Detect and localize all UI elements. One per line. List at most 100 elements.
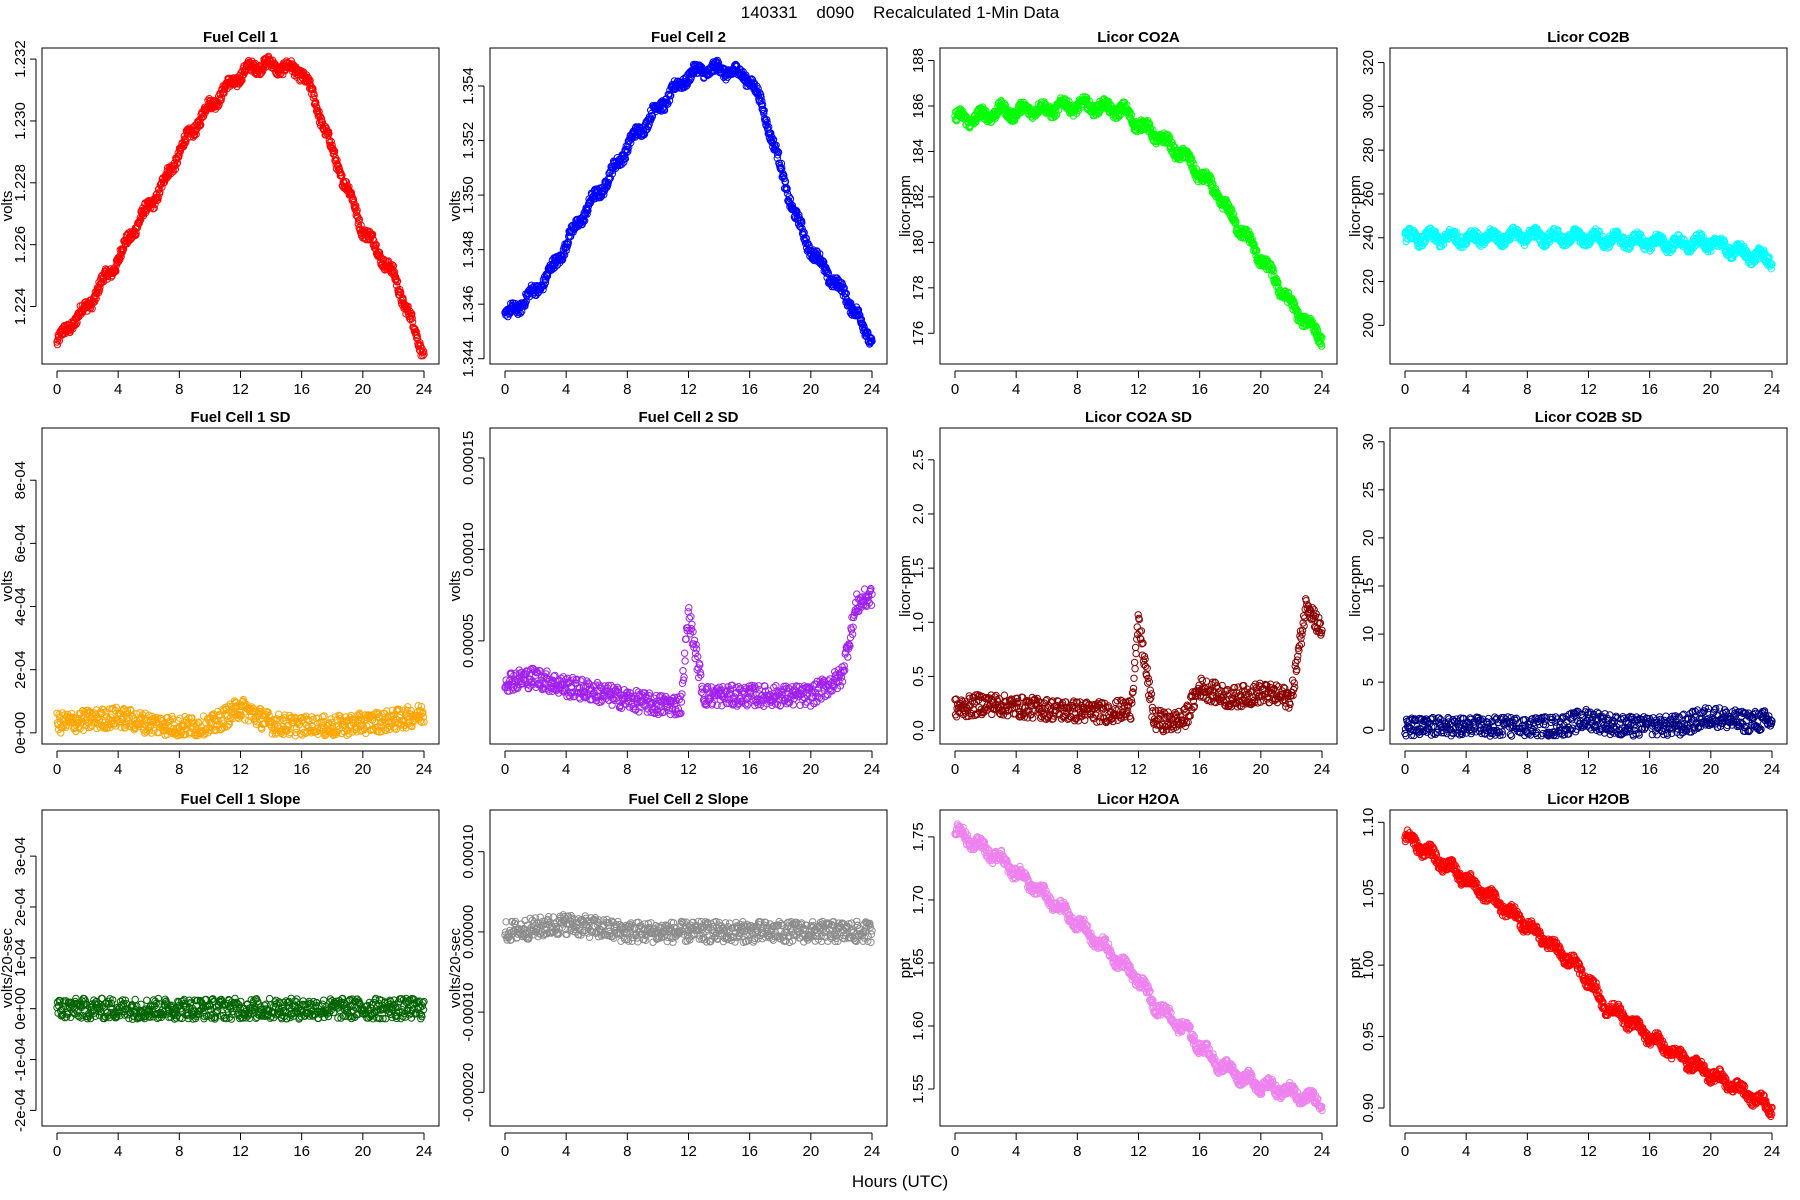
panel-3-x-tick-label: 4	[1012, 381, 1020, 398]
panel-2-point	[760, 106, 768, 115]
panel-1-title: Fuel Cell 1	[203, 29, 278, 46]
panel-3-y-tick-label: 182	[910, 184, 927, 209]
panel-2-point	[772, 141, 780, 150]
panel-1-point	[348, 191, 356, 199]
panel-2-point	[800, 228, 808, 237]
panels: Fuel Cell 1 volts 0 4 8 12 16 20 24 1.224 1.226 1.2…	[0, 29, 1788, 1160]
panel-1-point	[408, 310, 416, 318]
panel-2-point	[854, 306, 863, 314]
panel-1-point	[361, 235, 369, 243]
panel-2-y-tick-label: 1.346	[460, 285, 477, 323]
panel-2-point	[868, 337, 876, 345]
panel-6-x-tick-label: 20	[802, 761, 819, 778]
panel-6-point	[688, 620, 696, 628]
panel-1-point	[420, 350, 428, 358]
panel-2-y-tick-label: 1.352	[460, 122, 477, 160]
panel-2-point	[665, 97, 674, 105]
panel-2-point	[802, 235, 810, 243]
panel-6-point	[690, 636, 699, 644]
panel-4-y-tick-label: 300	[1360, 94, 1377, 119]
panel-2-y-axis-label: volts	[447, 191, 464, 222]
panel-2-point	[516, 309, 525, 317]
panel-1-point	[192, 130, 200, 138]
panel-1-x-tick-label: 12	[232, 381, 249, 398]
panel-2-frame	[489, 47, 888, 365]
panel-1-point	[393, 277, 402, 285]
figure-title: 140331 d090 Recalculated 1-Min Data	[741, 3, 1060, 22]
panel-2-point	[857, 315, 866, 324]
panel-2-y-tick-label: 1.354	[460, 67, 477, 105]
panel-2-point	[845, 301, 853, 309]
panel-2-point	[578, 220, 586, 229]
panel-2-x-tick-label: 20	[802, 381, 819, 398]
panel-2-point	[867, 334, 876, 343]
panel-3-x-tick-label: 12	[1130, 381, 1147, 398]
panel-3-x-tick-label: 24	[1314, 381, 1331, 398]
panel-1-point	[312, 99, 320, 107]
panel-1-point	[217, 96, 225, 105]
panel-2-point	[521, 302, 529, 310]
panel-3-point	[1115, 112, 1123, 121]
panel-2-x-tick-label: 16	[741, 381, 758, 398]
panel-1-point	[96, 283, 104, 291]
panel-1-y-tick-label: 1.226	[12, 226, 29, 264]
panel-1-point	[355, 215, 364, 224]
panel-2-x-tick-label: 8	[623, 381, 631, 398]
panel-1-point	[390, 268, 399, 276]
panel-6-x-tick-label: 24	[864, 761, 881, 778]
panel-1-y-tick-label: 1.224	[12, 288, 29, 326]
panel-4-title: Licor CO2B	[1547, 29, 1630, 46]
panel-3-point	[1036, 105, 1044, 114]
panel-2-point	[627, 139, 635, 147]
panel-1-x-tick-label: 8	[175, 381, 183, 398]
panel-6-point	[699, 689, 707, 698]
panel-1-point	[53, 340, 62, 349]
panel-2-point	[559, 253, 567, 261]
panel-4-x-tick-label: 12	[1580, 381, 1597, 398]
panel-2-y-tick-label: 1.344	[460, 340, 477, 378]
panel-1-point	[99, 277, 108, 286]
panel-4-y-tick-label: 260	[1360, 181, 1377, 206]
panel-2-point	[605, 175, 614, 183]
panel-6-y-tick-label: 0.00005	[460, 614, 477, 668]
panel-5-y-tick-label: 8e-04	[12, 461, 29, 499]
panel-4-x-tick-label: 0	[1401, 381, 1409, 398]
panel-2-point	[562, 239, 571, 248]
panel-4-y-tick-label: 220	[1360, 269, 1377, 294]
panel-2-point	[553, 261, 561, 269]
panel-1-y-tick-label: 1.230	[12, 102, 29, 140]
panel-3-point	[980, 105, 988, 114]
panel-2-point	[618, 160, 626, 168]
x-axis-title: Hours (UTC)	[852, 1172, 948, 1191]
panel-3-y-tick-label: 184	[910, 139, 927, 164]
panel-1-point	[388, 261, 396, 269]
panel-1-y-tick-label: 1.232	[12, 40, 29, 78]
panel-2-point	[655, 105, 663, 113]
panel-2-point	[761, 117, 770, 125]
panel-2-point	[541, 279, 550, 287]
panel-1-point	[304, 74, 313, 82]
panel-1-point	[210, 100, 218, 109]
panel-1-y-axis-label: volts	[0, 191, 16, 222]
panel-3-point	[970, 120, 978, 128]
panel-1-point	[404, 302, 412, 311]
panel-2-point	[763, 118, 771, 127]
panel-5-y-tick-label: 6e-04	[12, 524, 29, 562]
panel-3-y-tick-label: 178	[910, 275, 927, 300]
panel-6-y-tick-label: 0.00010	[460, 522, 477, 576]
panel-4-x-tick-label: 4	[1462, 381, 1470, 398]
panel-1-point	[150, 204, 158, 213]
panel-2-point	[824, 269, 832, 277]
panel-2-point	[786, 195, 795, 203]
panel-2-point	[856, 311, 864, 319]
panel-6-x-tick-label: 12	[680, 761, 697, 778]
panel-1-point	[112, 267, 120, 275]
panel-1-point	[156, 188, 164, 196]
panel-1-point	[126, 235, 135, 244]
panel-1-point	[287, 57, 295, 65]
panel-1-x-tick-label: 16	[293, 381, 310, 398]
